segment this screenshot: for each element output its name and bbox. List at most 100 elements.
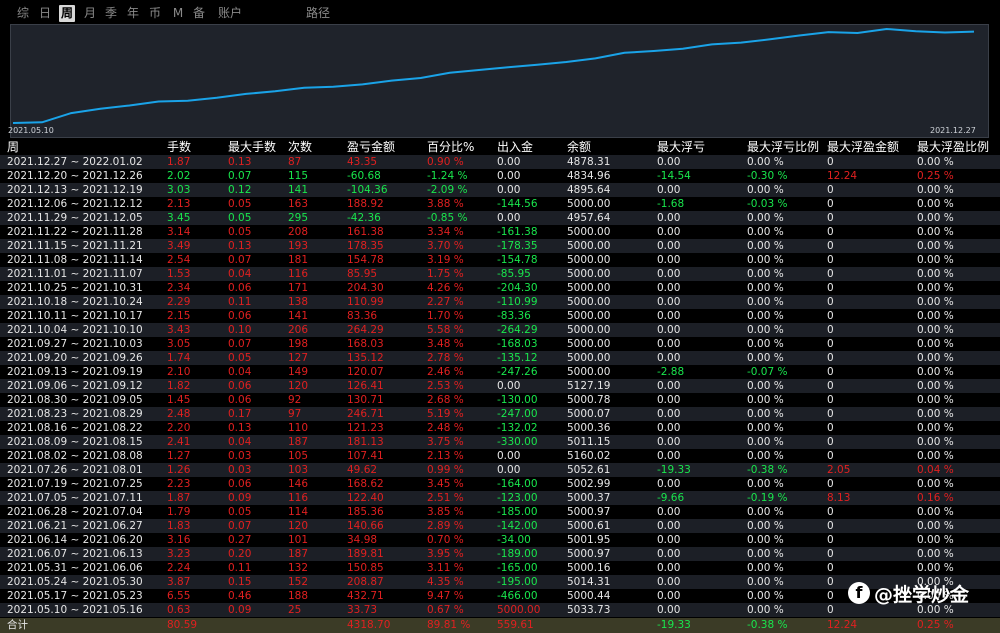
table-row[interactable]: 2021.07.26 ~ 2021.08.01 1.26 0.03 103 49.62 0… — [0, 463, 1000, 477]
column-header[interactable]: 最大浮亏比例 — [747, 140, 820, 154]
table-cell: 0.05 — [228, 212, 252, 224]
tab-6[interactable]: 币 — [148, 6, 161, 20]
table-cell: 0.04 — [228, 268, 252, 280]
table-cell: 1.53 — [167, 268, 191, 280]
table-cell: -466.00 — [497, 590, 538, 602]
table-row[interactable]: 2021.12.20 ~ 2021.12.26 2.02 0.07 115 -60.68… — [0, 169, 1000, 183]
column-header[interactable]: 最大浮亏 — [657, 140, 706, 154]
tab-10[interactable]: 路径 — [305, 6, 330, 20]
table-row[interactable]: 2021.06.21 ~ 2021.06.27 1.83 0.07 120 140.66… — [0, 519, 1000, 533]
column-header[interactable]: 次数 — [288, 140, 313, 154]
table-cell: 3.19 % — [427, 254, 464, 266]
table-row[interactable]: 2021.09.13 ~ 2021.09.19 2.10 0.04 149 120.07… — [0, 365, 1000, 379]
balance-line — [12, 27, 975, 124]
table-row[interactable]: 2021.10.04 ~ 2021.10.10 3.43 0.10 206 264.29… — [0, 323, 1000, 337]
column-header[interactable]: 最大手数 — [228, 140, 277, 154]
table-row[interactable]: 2021.11.29 ~ 2021.12.05 3.45 0.05 295 -42.36… — [0, 211, 1000, 225]
table-cell: 25 — [288, 604, 302, 616]
tab-7[interactable]: M — [172, 6, 184, 20]
table-cell: 1.74 — [167, 352, 191, 364]
table-row[interactable]: 2021.05.17 ~ 2021.05.23 6.55 0.46 188 432.71… — [0, 589, 1000, 603]
table-cell: 0.00 — [497, 212, 521, 224]
table-cell: 2021.06.14 ~ 2021.06.20 — [7, 534, 143, 546]
column-header[interactable]: 手数 — [167, 140, 192, 154]
table-cell: -0.19 % — [747, 492, 788, 504]
table-cell: 0.00 % — [917, 604, 954, 616]
tab-1[interactable]: 日 — [38, 6, 51, 20]
table-row[interactable]: 2021.11.01 ~ 2021.11.07 1.53 0.04 116 85.95 1… — [0, 267, 1000, 281]
tab-0[interactable]: 综 — [16, 6, 29, 20]
table-row[interactable]: 2021.06.14 ~ 2021.06.20 3.16 0.27 101 34.98 0… — [0, 533, 1000, 547]
tab-3[interactable]: 月 — [83, 6, 96, 20]
table-cell: 140.66 — [347, 520, 384, 532]
table-cell: 5000.00 — [567, 240, 611, 252]
table-cell: 5000.00 — [567, 254, 611, 266]
table-row[interactable]: 2021.06.07 ~ 2021.06.13 3.23 0.20 187 189.81… — [0, 547, 1000, 561]
table-cell: 0 — [827, 254, 834, 266]
column-header[interactable]: 最大浮盈金额 — [827, 140, 900, 154]
table-row[interactable]: 2021.09.06 ~ 2021.09.12 1.82 0.06 120 126.41… — [0, 379, 1000, 393]
table-cell: 0.00 % — [917, 268, 954, 280]
table-cell: 0.04 — [228, 366, 252, 378]
table-row[interactable]: 2021.08.09 ~ 2021.08.15 2.41 0.04 187 181.13… — [0, 435, 1000, 449]
table-cell: 2.10 — [167, 366, 191, 378]
table-cell: 83.36 — [347, 310, 378, 322]
table-row[interactable]: 2021.07.05 ~ 2021.07.11 1.87 0.09 116 122.40… — [0, 491, 1000, 505]
table-cell: -104.36 — [347, 184, 388, 196]
table-cell: 5011.15 — [567, 436, 611, 448]
column-header[interactable]: 出入金 — [497, 140, 534, 154]
table-cell: 0.10 — [228, 324, 252, 336]
table-row[interactable]: 2021.05.31 ~ 2021.06.06 2.24 0.11 132 150.85… — [0, 561, 1000, 575]
column-header[interactable]: 盈亏金额 — [347, 140, 396, 154]
table-cell: 0.00 % — [917, 282, 954, 294]
table-cell: 0.00 — [657, 422, 681, 434]
table-row[interactable]: 2021.11.22 ~ 2021.11.28 3.14 0.05 208 161.38… — [0, 225, 1000, 239]
table-row[interactable]: 2021.07.19 ~ 2021.07.25 2.23 0.06 146 168.62… — [0, 477, 1000, 491]
table-cell: 1.79 — [167, 506, 191, 518]
table-row[interactable]: 2021.10.25 ~ 2021.10.31 2.34 0.06 171 204.30… — [0, 281, 1000, 295]
table-cell: 2021.11.15 ~ 2021.11.21 — [7, 240, 143, 252]
tab-2[interactable]: 周 — [59, 5, 75, 22]
tab-8[interactable]: 备 — [192, 6, 205, 20]
table-row[interactable]: 2021.10.18 ~ 2021.10.24 2.29 0.11 138 110.99… — [0, 295, 1000, 309]
table-cell: 5000.78 — [567, 394, 611, 406]
column-header[interactable]: 最大浮盈比例 — [917, 140, 990, 154]
table-row[interactable]: 2021.09.20 ~ 2021.09.26 1.74 0.05 127 135.12… — [0, 351, 1000, 365]
table-row[interactable]: 2021.09.27 ~ 2021.10.03 3.05 0.07 198 168.03… — [0, 337, 1000, 351]
column-header[interactable]: 百分比% — [427, 140, 475, 154]
table-cell: -161.38 — [497, 226, 538, 238]
column-header[interactable]: 周 — [7, 140, 20, 154]
table-cell: 0.00 % — [747, 534, 784, 546]
table-cell: 0.04 — [228, 436, 252, 448]
table-row[interactable]: 2021.05.24 ~ 2021.05.30 3.87 0.15 152 208.87… — [0, 575, 1000, 589]
table-cell: 0.70 % — [427, 534, 464, 546]
table-row[interactable]: 2021.11.08 ~ 2021.11.14 2.54 0.07 181 154.78… — [0, 253, 1000, 267]
table-row[interactable]: 2021.10.11 ~ 2021.10.17 2.15 0.06 141 83.36 1… — [0, 309, 1000, 323]
table-cell: 150.85 — [347, 562, 384, 574]
table-row[interactable]: 2021.08.16 ~ 2021.08.22 2.20 0.13 110 121.23… — [0, 421, 1000, 435]
table-row[interactable]: 2021.12.13 ~ 2021.12.19 3.03 0.12 141 -104.3… — [0, 183, 1000, 197]
tab-5[interactable]: 年 — [126, 6, 139, 20]
table-row[interactable]: 2021.12.06 ~ 2021.12.12 2.13 0.05 163 188.92… — [0, 197, 1000, 211]
table-row[interactable]: 2021.08.23 ~ 2021.08.29 2.48 0.17 97 246.71 5… — [0, 407, 1000, 421]
table-cell: 0.00 % — [917, 240, 954, 252]
table-row[interactable]: 2021.05.10 ~ 2021.05.16 0.63 0.09 25 33.73 0.… — [0, 603, 1000, 617]
tab-4[interactable]: 季 — [104, 6, 117, 20]
total-cell: 0.25 % — [917, 619, 954, 631]
tab-9[interactable]: 账户 — [217, 6, 242, 20]
table-cell: -0.03 % — [747, 198, 788, 210]
table-cell: 49.62 — [347, 464, 378, 476]
table-cell: 5000.00 — [567, 338, 611, 350]
table-cell: 2021.06.21 ~ 2021.06.27 — [7, 520, 143, 532]
table-cell: 3.05 — [167, 338, 191, 350]
table-cell: 2021.08.16 ~ 2021.08.22 — [7, 422, 143, 434]
table-cell: 5000.97 — [567, 506, 611, 518]
table-row[interactable]: 2021.08.02 ~ 2021.08.08 1.27 0.03 105 107.41… — [0, 449, 1000, 463]
table-row[interactable]: 2021.11.15 ~ 2021.11.21 3.49 0.13 193 178.35… — [0, 239, 1000, 253]
table-row[interactable]: 2021.08.30 ~ 2021.09.05 1.45 0.06 92 130.71 2… — [0, 393, 1000, 407]
table-row[interactable]: 2021.06.28 ~ 2021.07.04 1.79 0.05 114 185.36… — [0, 505, 1000, 519]
table-cell: 0.05 — [228, 352, 252, 364]
table-cell: 5000.00 — [567, 198, 611, 210]
table-row[interactable]: 2021.12.27 ~ 2022.01.02 1.87 0.13 87 43.35 0.… — [0, 155, 1000, 169]
column-header[interactable]: 余额 — [567, 140, 592, 154]
